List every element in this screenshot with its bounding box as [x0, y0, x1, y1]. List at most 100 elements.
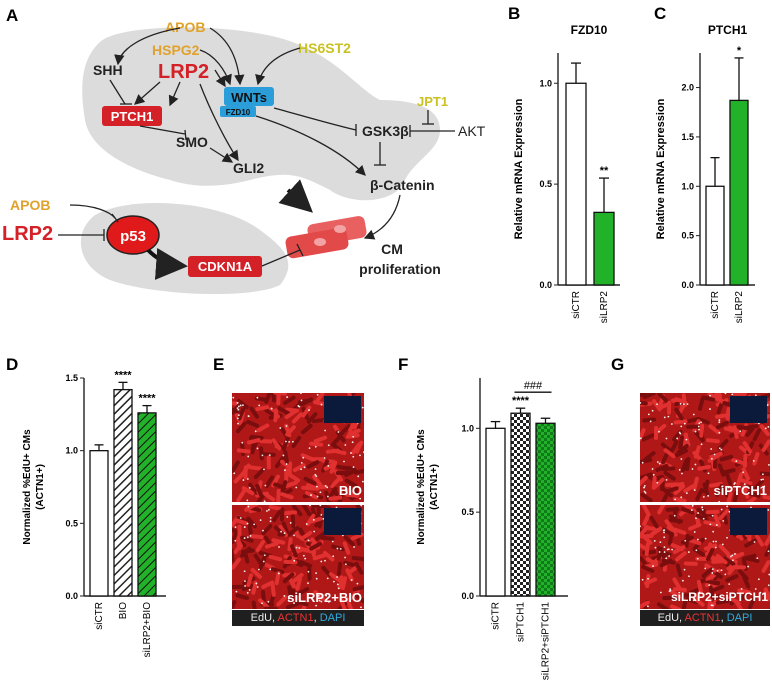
- y-tick-label: 1.5: [681, 132, 694, 142]
- micrograph-label-silrp2-siptch1: siLRP2+siPTCH1: [670, 590, 768, 604]
- y-tick-label: 0.0: [539, 280, 552, 290]
- significance-label: ****: [512, 395, 530, 407]
- x-tick-label: siCTR: [94, 602, 105, 630]
- pathway-arrows: [58, 27, 455, 267]
- bar: [510, 412, 531, 597]
- caption-edu: EdU,: [657, 612, 685, 624]
- smo-label: SMO: [176, 134, 208, 150]
- p53-node: [106, 215, 160, 255]
- micrograph-silrp2-bio: [232, 505, 364, 609]
- bar: [89, 450, 109, 597]
- bar: [113, 388, 133, 597]
- cm-proliferation-line2: proliferation: [359, 261, 441, 277]
- caption-actn1: ACTN1: [684, 612, 721, 624]
- inset-dapi: [324, 508, 361, 535]
- x-tick-label: siLRP2: [599, 291, 610, 324]
- x-tick-label: siCTR: [491, 602, 502, 630]
- jpt1-label: JPT1: [417, 94, 448, 109]
- y-tick-label: 0.5: [461, 507, 474, 517]
- chart-edu-bio: Normalized %EdU+ CMs (ACTN1+) 0.0 0.5 1.0 1.5…: [22, 369, 166, 658]
- bar: [565, 82, 587, 286]
- caption-edu: EdU,: [250, 612, 278, 624]
- wnts-label: WNTs: [231, 90, 267, 105]
- significance-label: ****: [138, 393, 156, 405]
- caption-dapi: DAPI: [726, 612, 753, 624]
- apob-top-label: APOB: [165, 19, 205, 35]
- fzd10-label: FZD10: [226, 108, 251, 117]
- inset-dapi: [730, 508, 767, 535]
- micrograph-label-siptch1: siPTCH1: [713, 483, 767, 498]
- gli2-label: GLI2: [233, 160, 264, 176]
- ptch1-box: [102, 106, 162, 126]
- panel-letter-e: E: [213, 355, 225, 374]
- cdkn1a-label: CDKN1A: [198, 259, 253, 274]
- bar: [137, 412, 157, 597]
- y-tick-label: 0.5: [65, 518, 78, 528]
- y-axis-label: Relative mRNA Expression: [513, 98, 525, 239]
- y-axis-label-line2: (ACTN1+): [429, 464, 440, 510]
- caption-sep: ,: [720, 612, 727, 624]
- y-axis-label-line1: Normalized %EdU+ CMs: [416, 429, 427, 545]
- bcatenin-label: β-Catenin: [370, 177, 435, 193]
- y-tick-label: 1.0: [539, 78, 552, 88]
- caption-actn1: ACTN1: [277, 612, 314, 624]
- caption-dapi: DAPI: [319, 612, 346, 624]
- y-tick-label: 1.0: [65, 446, 78, 456]
- y-tick-label: 0.5: [539, 179, 552, 189]
- hspg2-label: HSPG2: [152, 42, 200, 58]
- y-tick-label: 0.5: [681, 231, 694, 241]
- bar: [729, 99, 749, 286]
- bar: [535, 422, 556, 597]
- inset-dapi: [324, 396, 361, 423]
- stain-caption-g: EdU, ACTN1, DAPI: [640, 610, 770, 626]
- y-tick-label: 0.0: [65, 591, 78, 601]
- thick-arrow-cm: [278, 179, 313, 213]
- x-tick-label: siLRP2: [734, 291, 745, 324]
- chart-title: FZD10: [571, 23, 608, 37]
- x-tick-label: siCTR: [571, 291, 582, 319]
- cdkn1a-box: [188, 256, 262, 277]
- y-tick-label: 0.0: [461, 591, 474, 601]
- bar: [593, 211, 615, 286]
- shh-label: SHH: [93, 62, 123, 78]
- x-tick-label: siLRP2+BIO: [142, 602, 153, 658]
- ptch1-label: PTCH1: [111, 109, 154, 124]
- panel-letter-d: D: [6, 355, 19, 374]
- akt-label: AKT: [458, 123, 486, 139]
- cm-proliferation-line1: CM: [381, 241, 403, 257]
- hs6st2-label: HS6ST2: [298, 40, 351, 56]
- y-tick-label: 1.0: [461, 423, 474, 433]
- y-tick-label: 1.5: [65, 373, 78, 383]
- x-tick-label: siCTR: [710, 291, 721, 319]
- inset-dapi: [730, 396, 767, 423]
- panel-letter-g: G: [611, 355, 625, 374]
- lrp2-top-label: LRP2: [158, 61, 209, 83]
- lrp2-bottom-label: LRP2: [2, 223, 53, 245]
- x-tick-label: siPTCH1: [516, 602, 527, 642]
- micrograph-label-silrp2-bio: siLRP2+BIO: [287, 590, 362, 605]
- y-tick-label: 1.0: [681, 181, 694, 191]
- gsk3b-label: GSK3β: [362, 123, 409, 139]
- apob-bottom-label: APOB: [10, 197, 50, 213]
- panel-letter-f: F: [398, 355, 409, 374]
- bar: [485, 427, 506, 597]
- thick-arrow-cdkn1a: [146, 248, 188, 280]
- chart-edu-siptch1: Normalized %EdU+ CMs (ACTN1+) 0.0 0.5 1.0 siC…: [416, 378, 568, 680]
- stain-caption-e: EdU, ACTN1, DAPI: [232, 610, 364, 626]
- micrograph-siptch1: [640, 393, 770, 502]
- y-tick-label: 0.0: [681, 280, 694, 290]
- p53-background: [80, 203, 289, 295]
- caption-sep: ,: [313, 612, 320, 624]
- pathway-background: [82, 27, 440, 201]
- fzd10-box: [220, 106, 256, 117]
- panel-letter-a: A: [6, 6, 19, 25]
- y-tick-label: 2.0: [681, 83, 694, 93]
- significance-label: *: [737, 45, 742, 57]
- pathway-diagram: APOB HSPG2 LRP2 HS6ST2 SHH PTCH1 WNTs FZ…: [2, 19, 486, 295]
- bracket-significance: ###: [524, 380, 543, 392]
- chart-ptch1: PTCH1 Relative mRNA Expression 0.0 0.5 1.0 1.…: [655, 23, 755, 324]
- wnts-box: [224, 87, 274, 106]
- cardiomyocyte-icon: [285, 216, 367, 259]
- bar: [705, 185, 725, 286]
- chart-fzd10: FZD10 Relative mRNA Expression 0.0 0.5 1.0 si…: [513, 23, 620, 324]
